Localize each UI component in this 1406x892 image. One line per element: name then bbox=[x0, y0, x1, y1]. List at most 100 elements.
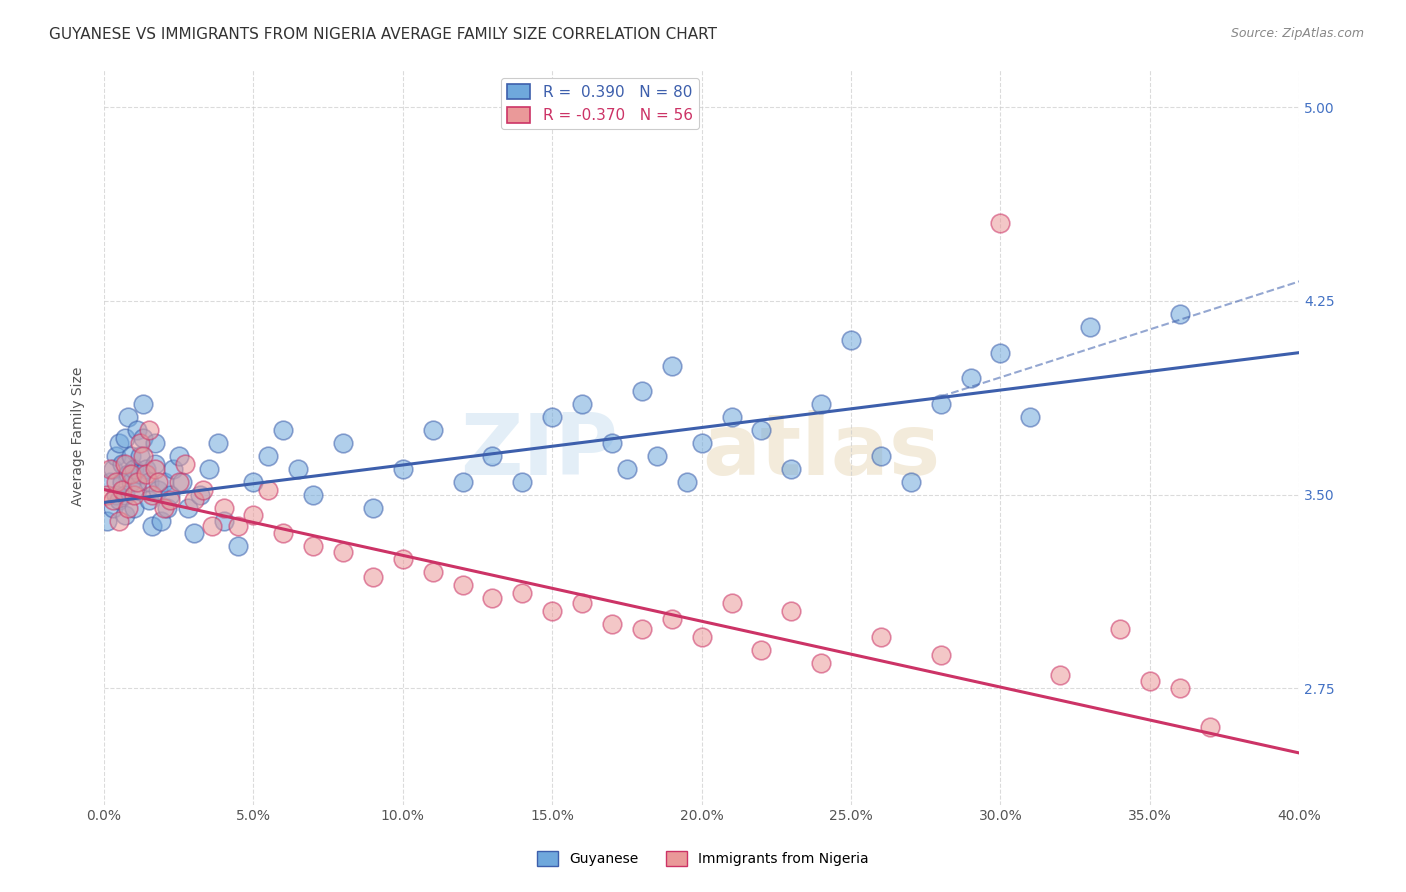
Point bbox=[512, 475, 534, 489]
Point bbox=[156, 500, 179, 515]
Point bbox=[839, 333, 862, 347]
Point bbox=[152, 475, 174, 489]
Text: Source: ZipAtlas.com: Source: ZipAtlas.com bbox=[1230, 27, 1364, 40]
Point bbox=[111, 457, 134, 471]
Point bbox=[929, 397, 952, 411]
Point bbox=[197, 462, 219, 476]
Point bbox=[228, 539, 250, 553]
Point bbox=[183, 492, 205, 507]
Point bbox=[257, 483, 280, 497]
Point bbox=[125, 483, 148, 497]
Point bbox=[1078, 319, 1101, 334]
Point bbox=[104, 488, 127, 502]
Point bbox=[141, 488, 163, 502]
Point bbox=[152, 500, 174, 515]
Point bbox=[870, 449, 893, 463]
Point bbox=[104, 449, 127, 463]
Point bbox=[114, 508, 136, 523]
Point bbox=[1198, 720, 1220, 734]
Point bbox=[287, 462, 309, 476]
Point bbox=[631, 622, 654, 636]
Point bbox=[690, 436, 713, 450]
Y-axis label: Average Family Size: Average Family Size bbox=[72, 367, 86, 507]
Point bbox=[101, 492, 124, 507]
Point bbox=[132, 397, 155, 411]
Point bbox=[720, 410, 742, 425]
Point bbox=[96, 514, 118, 528]
Point bbox=[188, 488, 211, 502]
Text: ZIP: ZIP bbox=[460, 409, 619, 492]
Point bbox=[114, 431, 136, 445]
Point bbox=[111, 483, 134, 497]
Point bbox=[132, 449, 155, 463]
Point bbox=[125, 423, 148, 437]
Point bbox=[271, 526, 294, 541]
Point bbox=[751, 423, 773, 437]
Point bbox=[120, 475, 142, 489]
Point bbox=[183, 526, 205, 541]
Point bbox=[98, 462, 121, 476]
Point bbox=[135, 467, 157, 481]
Point bbox=[146, 483, 169, 497]
Point bbox=[111, 475, 134, 489]
Point bbox=[120, 449, 142, 463]
Point bbox=[780, 604, 803, 618]
Point bbox=[212, 500, 235, 515]
Point bbox=[810, 397, 832, 411]
Point bbox=[207, 436, 229, 450]
Point bbox=[451, 578, 474, 592]
Point bbox=[200, 518, 222, 533]
Point bbox=[149, 514, 172, 528]
Legend: R =  0.390   N = 80, R = -0.370   N = 56: R = 0.390 N = 80, R = -0.370 N = 56 bbox=[502, 78, 699, 129]
Point bbox=[302, 539, 325, 553]
Point bbox=[101, 462, 124, 476]
Point bbox=[128, 449, 150, 463]
Point bbox=[108, 436, 131, 450]
Point bbox=[173, 457, 195, 471]
Point bbox=[451, 475, 474, 489]
Point bbox=[870, 630, 893, 644]
Point bbox=[661, 612, 683, 626]
Point bbox=[929, 648, 952, 662]
Point bbox=[212, 514, 235, 528]
Point bbox=[117, 500, 139, 515]
Point bbox=[167, 449, 190, 463]
Point bbox=[600, 436, 623, 450]
Point bbox=[1139, 673, 1161, 688]
Point bbox=[98, 475, 121, 489]
Point bbox=[422, 423, 444, 437]
Point bbox=[108, 492, 131, 507]
Point bbox=[122, 488, 145, 502]
Legend: Guyanese, Immigrants from Nigeria: Guyanese, Immigrants from Nigeria bbox=[531, 846, 875, 871]
Point bbox=[101, 500, 124, 515]
Point bbox=[1049, 668, 1071, 682]
Point bbox=[146, 475, 169, 489]
Point bbox=[1168, 307, 1191, 321]
Point bbox=[990, 217, 1012, 231]
Point bbox=[675, 475, 697, 489]
Point bbox=[780, 462, 803, 476]
Point bbox=[114, 488, 136, 502]
Point bbox=[117, 467, 139, 481]
Point bbox=[481, 591, 503, 605]
Point bbox=[138, 492, 160, 507]
Point bbox=[900, 475, 922, 489]
Point bbox=[616, 462, 638, 476]
Point bbox=[271, 423, 294, 437]
Point bbox=[104, 475, 127, 489]
Point bbox=[512, 586, 534, 600]
Point bbox=[720, 596, 742, 610]
Point bbox=[128, 436, 150, 450]
Point bbox=[661, 359, 683, 373]
Point bbox=[1019, 410, 1042, 425]
Point bbox=[108, 514, 131, 528]
Point bbox=[162, 462, 184, 476]
Point bbox=[128, 467, 150, 481]
Point bbox=[332, 436, 354, 450]
Point bbox=[143, 436, 166, 450]
Point bbox=[132, 431, 155, 445]
Point bbox=[690, 630, 713, 644]
Point bbox=[631, 384, 654, 399]
Point bbox=[138, 423, 160, 437]
Point bbox=[117, 410, 139, 425]
